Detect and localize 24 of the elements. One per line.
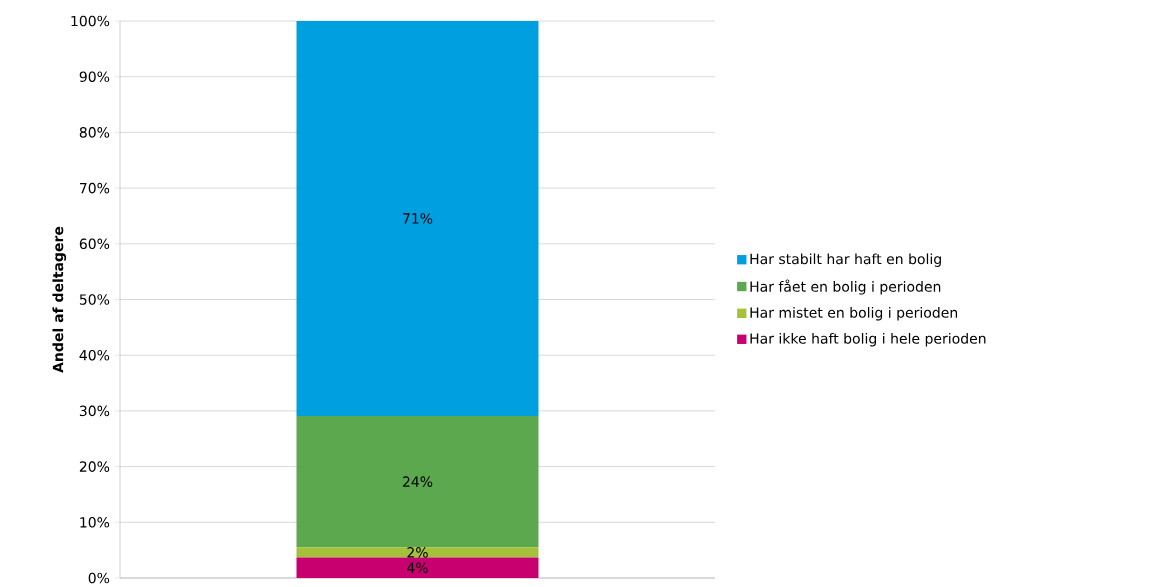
y-tick-label: 10% [80,517,110,528]
y-tick-label: 90% [79,71,110,82]
bar [296,557,539,578]
y-axis-title: Andel af deltagere [52,226,67,373]
y-tick-label: 20% [79,461,110,472]
legend-label: Har mistet en bolig i perioden [750,307,958,321]
data-label: 2% [407,547,428,558]
y-tick-label: 70% [79,182,110,194]
y-tick-label: 40% [79,349,110,361]
y-tick-label: 50% [79,294,110,305]
y-tick-label: 100% [71,15,110,27]
legend-label: Har ikke haft bolig i hele perioden [750,332,986,347]
data-label: 71% [403,213,433,224]
y-tick-label: 60% [79,238,110,250]
bar [296,415,539,548]
legend-label: Har stabilt har haft en bolig [750,253,941,267]
data-label: 24% [402,476,433,487]
y-tick-label: 30% [79,405,110,417]
bar [296,21,539,416]
y-tick-label: 80% [79,127,110,138]
bar [296,547,539,558]
y-tick-label: 0% [88,572,110,584]
data-label: 4% [407,562,428,573]
legend-label: Har fået en bolig i perioden [750,279,941,295]
